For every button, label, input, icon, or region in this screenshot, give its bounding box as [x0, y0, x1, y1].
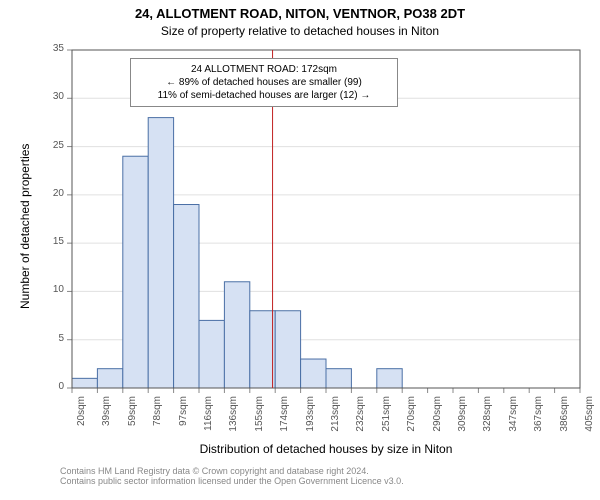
histogram-bar: [326, 369, 351, 388]
y-tick-label: 5: [34, 333, 64, 344]
y-tick-label: 20: [34, 188, 64, 199]
y-tick-label: 35: [34, 43, 64, 54]
x-tick-label: 116sqm: [203, 396, 214, 436]
x-tick-label: 270sqm: [406, 396, 417, 436]
y-tick-label: 0: [34, 381, 64, 392]
chart-title-main: 24, ALLOTMENT ROAD, NITON, VENTNOR, PO38…: [0, 6, 600, 21]
x-axis-label: Distribution of detached houses by size …: [72, 442, 580, 456]
y-tick-label: 25: [34, 140, 64, 151]
x-tick-label: 78sqm: [152, 396, 163, 436]
histogram-bar: [148, 118, 173, 388]
annotation-line-2: ← 89% of detached houses are smaller (99…: [139, 76, 389, 89]
chart-container: 24, ALLOTMENT ROAD, NITON, VENTNOR, PO38…: [0, 0, 600, 500]
histogram-bar: [174, 205, 199, 388]
y-tick-label: 10: [34, 284, 64, 295]
histogram-bar: [377, 369, 402, 388]
x-tick-label: 386sqm: [559, 396, 570, 436]
x-tick-label: 174sqm: [279, 396, 290, 436]
x-tick-label: 251sqm: [381, 396, 392, 436]
x-tick-label: 136sqm: [228, 396, 239, 436]
y-tick-label: 15: [34, 236, 64, 247]
histogram-bar: [250, 311, 275, 388]
annotation-line-1: 24 ALLOTMENT ROAD: 172sqm: [139, 63, 389, 76]
footer: Contains HM Land Registry data © Crown c…: [60, 466, 404, 486]
x-tick-label: 290sqm: [432, 396, 443, 436]
x-tick-label: 39sqm: [101, 396, 112, 436]
x-tick-label: 405sqm: [584, 396, 595, 436]
x-tick-label: 193sqm: [305, 396, 316, 436]
y-axis-label: Number of detached properties: [18, 144, 32, 309]
annotation-box: 24 ALLOTMENT ROAD: 172sqm ← 89% of detac…: [130, 58, 398, 107]
annotation-line-3: 11% of semi-detached houses are larger (…: [139, 89, 389, 102]
footer-line-1: Contains HM Land Registry data © Crown c…: [60, 466, 404, 476]
chart-title-sub: Size of property relative to detached ho…: [0, 24, 600, 38]
histogram-bar: [199, 320, 224, 388]
x-tick-label: 213sqm: [330, 396, 341, 436]
x-tick-label: 232sqm: [355, 396, 366, 436]
histogram-bar: [275, 311, 300, 388]
y-tick-label: 30: [34, 91, 64, 102]
histogram-bar: [72, 378, 97, 388]
x-tick-label: 20sqm: [76, 396, 87, 436]
histogram-bar: [97, 369, 122, 388]
x-tick-label: 367sqm: [533, 396, 544, 436]
histogram-bar: [224, 282, 249, 388]
x-tick-label: 347sqm: [508, 396, 519, 436]
x-tick-label: 309sqm: [457, 396, 468, 436]
x-tick-label: 97sqm: [178, 396, 189, 436]
histogram-bar: [123, 156, 148, 388]
x-tick-label: 328sqm: [482, 396, 493, 436]
x-tick-label: 155sqm: [254, 396, 265, 436]
x-tick-label: 59sqm: [127, 396, 138, 436]
histogram-bar: [301, 359, 326, 388]
footer-line-2: Contains public sector information licen…: [60, 476, 404, 486]
